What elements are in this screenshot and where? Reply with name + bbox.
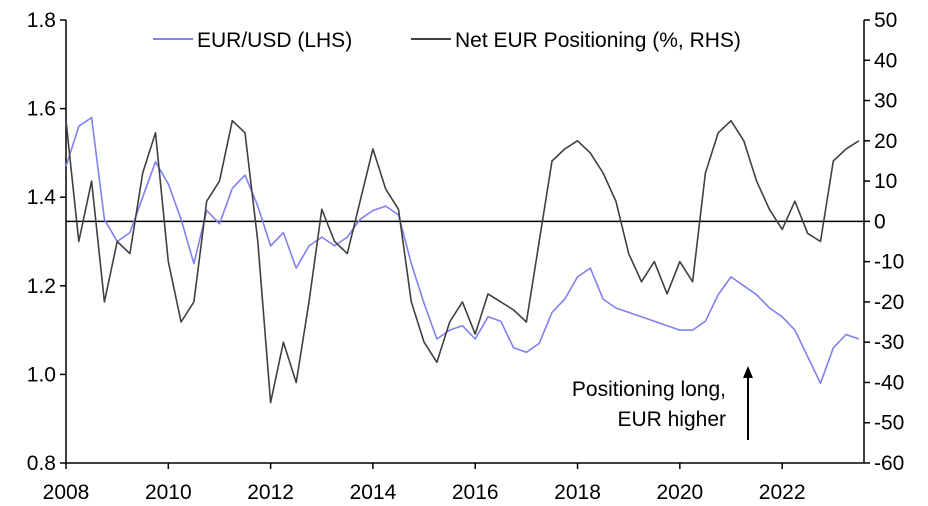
right-tick-label: -50 (874, 412, 904, 435)
right-tick-label: -20 (874, 291, 904, 314)
x-tick-label: 2012 (247, 481, 294, 504)
left-tick-label: 1.0 (27, 363, 56, 386)
x-tick-label: 2018 (554, 481, 601, 504)
right-tick-label: -40 (874, 371, 904, 394)
right-tick-label: 50 (874, 9, 897, 32)
right-tick-label: 20 (874, 130, 897, 153)
left-y-axis: 1.8 1.6 1.4 1.2 1.0 0.8 (27, 9, 66, 475)
right-y-axis: 50 40 30 20 10 0 -10 -20 -30 -40 -50 -60 (864, 9, 904, 475)
legend: EUR/USD (LHS) Net EUR Positioning (%, RH… (153, 29, 741, 52)
x-tick-label: 2014 (350, 481, 397, 504)
right-tick-label: 40 (874, 49, 897, 72)
series-layer (65, 116, 860, 404)
legend-label-positioning: Net EUR Positioning (%, RHS) (455, 29, 741, 52)
x-axis: 2008 2010 2012 2014 2016 2018 2020 2022 (43, 463, 806, 504)
left-tick-label: 1.8 (27, 9, 56, 32)
right-tick-label: -10 (874, 251, 904, 274)
x-tick-label: 2020 (656, 481, 703, 504)
left-tick-label: 0.8 (27, 452, 56, 475)
annotation-line-1: Positioning long, (572, 378, 726, 401)
annotation-line-2: EUR higher (617, 408, 726, 431)
x-tick-label: 2010 (145, 481, 192, 504)
right-tick-label: -30 (874, 331, 904, 354)
left-tick-label: 1.4 (27, 186, 57, 209)
right-tick-label: 10 (874, 170, 897, 193)
right-tick-label: 0 (874, 210, 886, 233)
plot-frame (65, 20, 865, 464)
series-line-eurusd (65, 116, 860, 385)
x-tick-label: 2008 (43, 481, 90, 504)
x-tick-label: 2022 (759, 481, 806, 504)
series-line-positioning (65, 119, 860, 404)
annotation: Positioning long, EUR higher (572, 366, 753, 440)
x-tick-label: 2016 (452, 481, 499, 504)
left-tick-label: 1.6 (27, 98, 56, 121)
right-tick-label: -60 (874, 452, 904, 475)
annotation-arrow-head (743, 366, 753, 378)
right-tick-label: 30 (874, 90, 897, 113)
left-tick-label: 1.2 (27, 275, 56, 298)
legend-label-eurusd: EUR/USD (LHS) (197, 29, 352, 52)
